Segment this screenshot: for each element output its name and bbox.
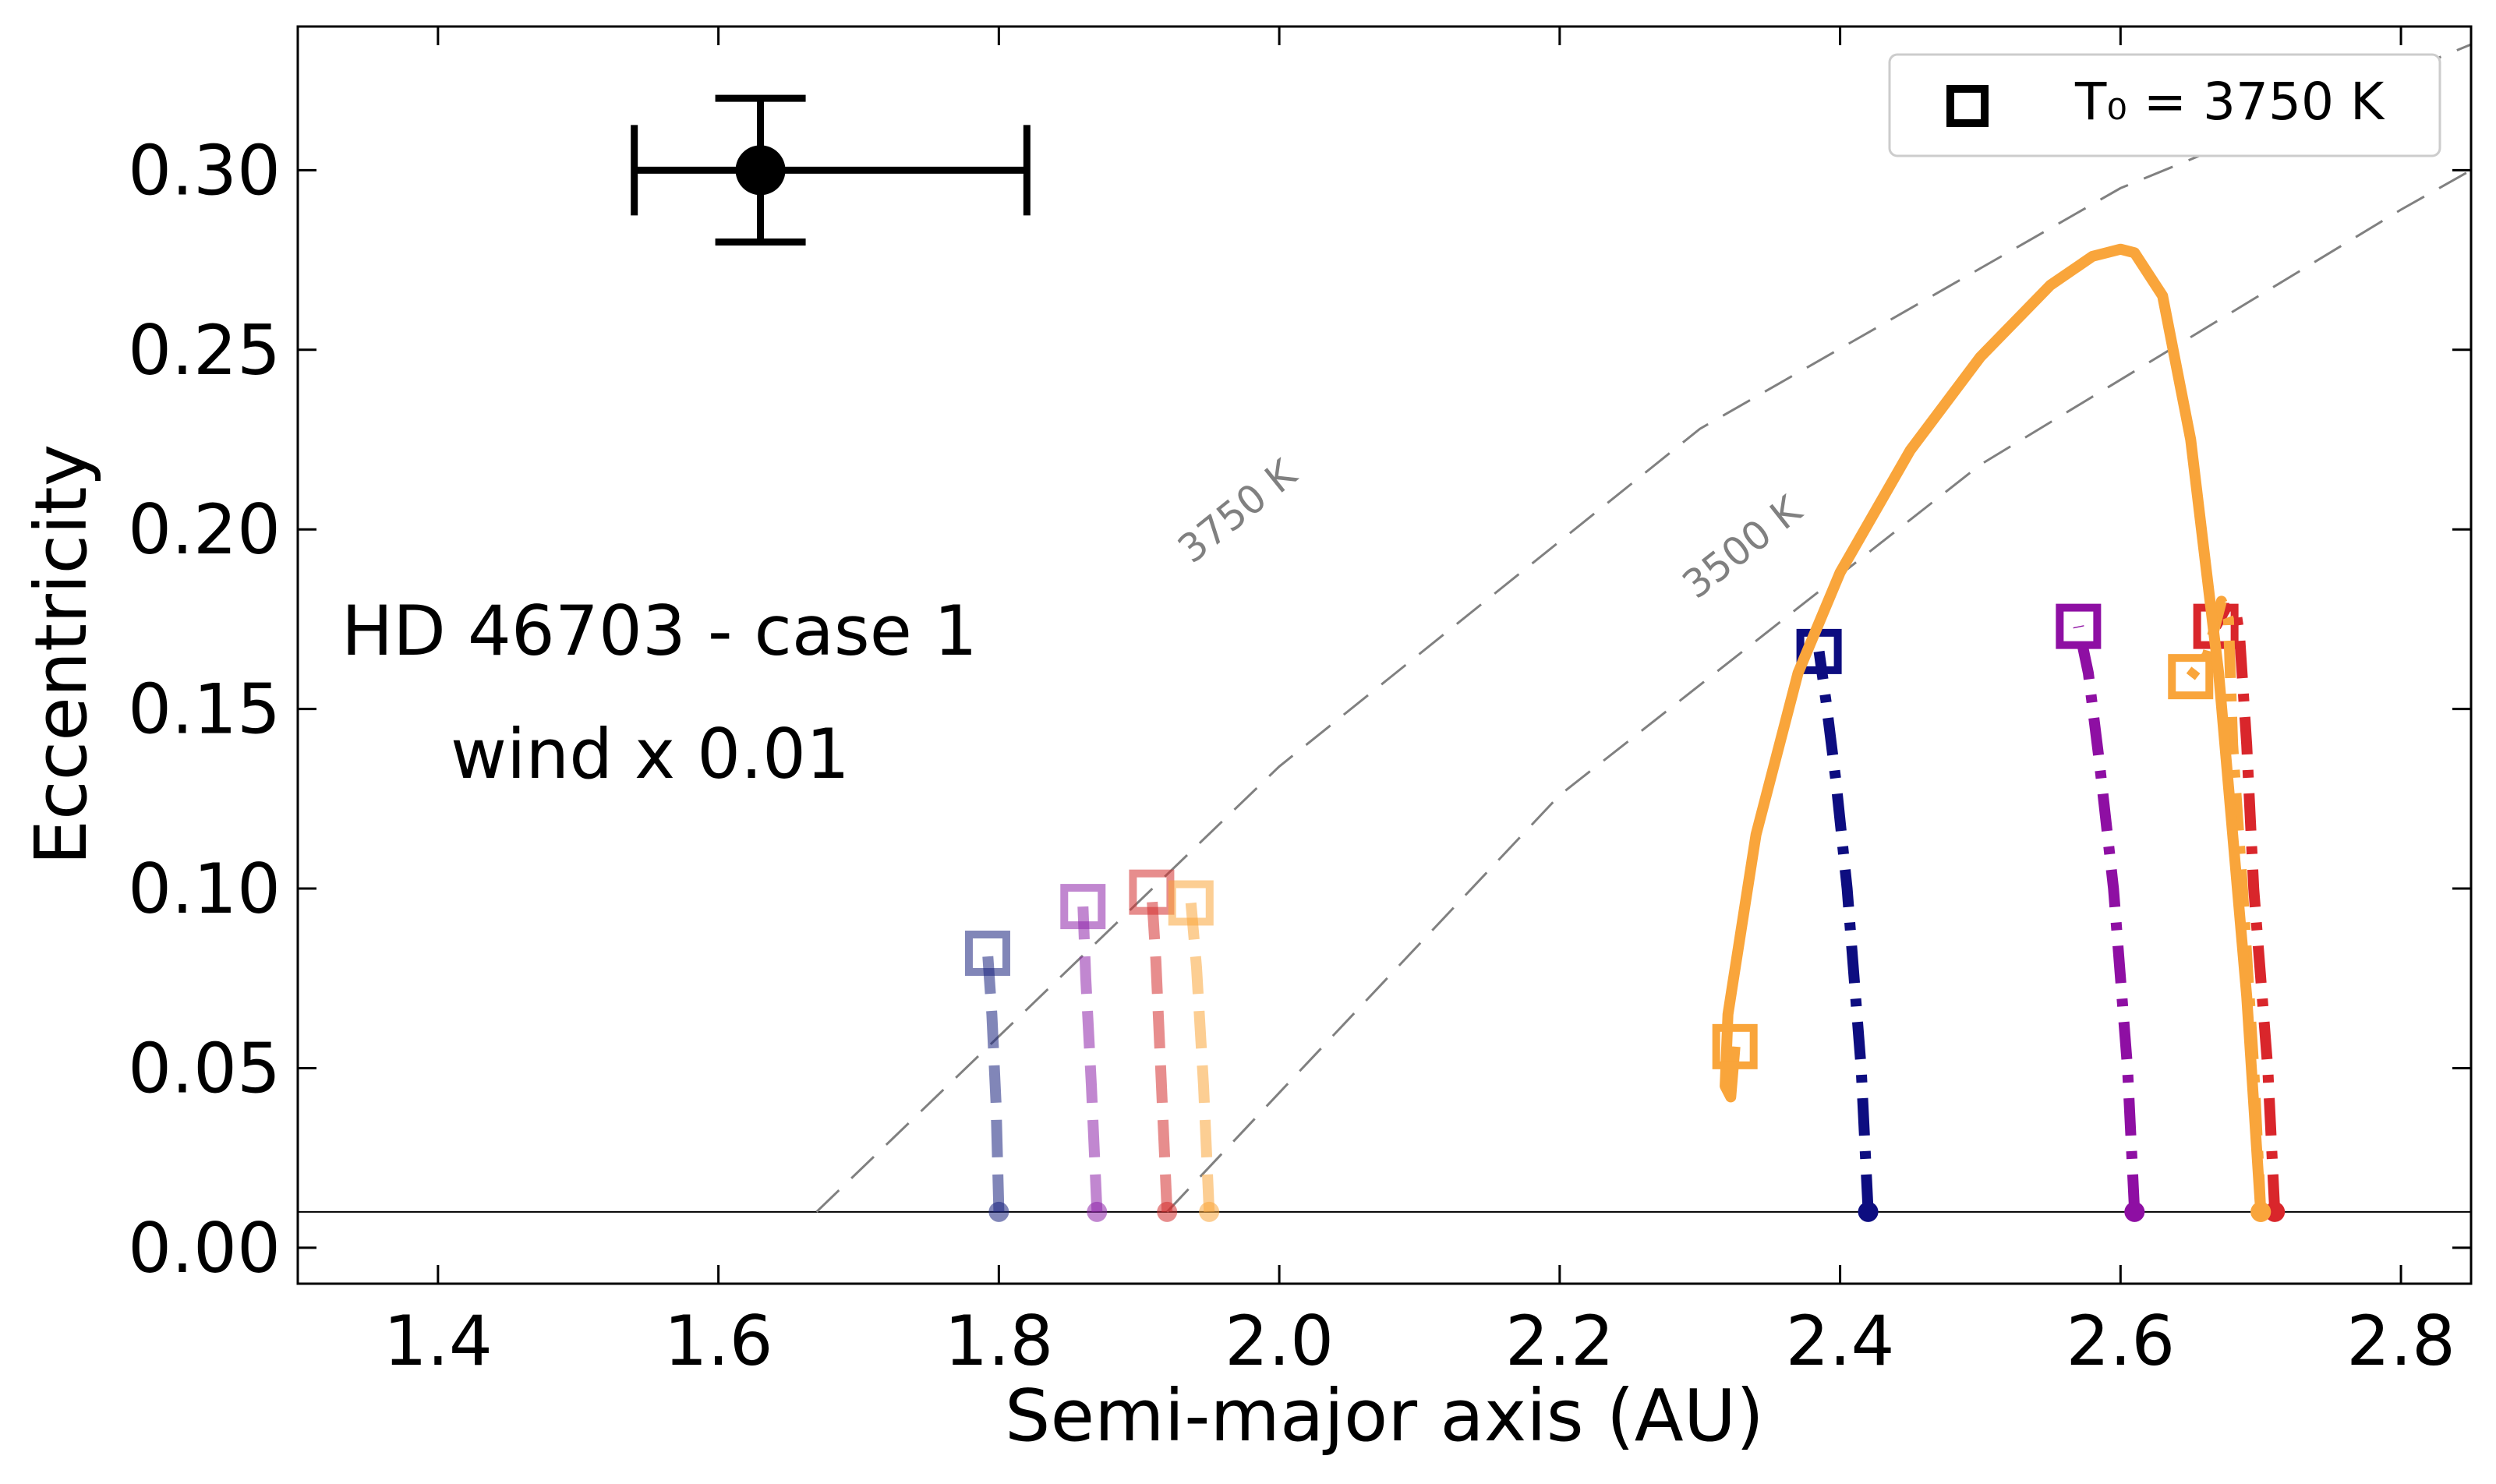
legend: T₀ = 3750 K (1888, 53, 2441, 157)
x-tick-label: 2.4 (1786, 1301, 1895, 1381)
y-tick-label: 0.05 (128, 1028, 281, 1108)
plot-overlay: 3750 K 3500 K (1155, 438, 1819, 614)
reference-curve-label: 3500 K (1674, 486, 1811, 607)
series-start-point (2250, 1201, 2272, 1222)
reference-curve (1166, 168, 2471, 1213)
plot-frame (296, 25, 2473, 1285)
series-line (1146, 892, 1173, 1213)
y-tick-label: 0.15 (128, 670, 281, 750)
y-tick-label: 0.25 (128, 310, 281, 390)
reference-label-background (1660, 475, 1819, 614)
series-start-point (1858, 1201, 1879, 1222)
reference-label-background (1155, 438, 1314, 579)
legend-marker (1946, 85, 1989, 127)
series-start-point (1087, 1201, 1108, 1222)
series-end-marker (964, 931, 1010, 977)
series-line (1077, 906, 1103, 1213)
series-end-marker (1060, 884, 1106, 930)
x-tick-label: 1.4 (384, 1301, 493, 1381)
x-tick-label: 2.8 (2346, 1301, 2455, 1381)
series-end-marker (1712, 1023, 1758, 1069)
series-line (1720, 243, 2267, 1213)
series-line (1185, 902, 1215, 1213)
y-tick-label: 0.00 (128, 1208, 281, 1288)
series-end-marker (2056, 603, 2102, 649)
x-axis-label: Semi-major axis (AU) (1005, 1374, 1764, 1458)
series-line (2073, 625, 2141, 1213)
series-start-point (2124, 1201, 2145, 1222)
annotation-line-2: wind x 0.01 (451, 714, 850, 794)
x-tick-label: 1.8 (944, 1301, 1053, 1381)
series-end-marker (1168, 880, 1214, 926)
y-axis-label: Eccentricity (19, 444, 103, 865)
reference-curve-label: 3750 K (1169, 450, 1305, 572)
x-tick-label: 1.6 (664, 1301, 773, 1381)
annotation-line-1: HD 46703 - case 1 (341, 591, 978, 671)
series-line (1813, 650, 1874, 1213)
x-tick-label: 2.6 (2066, 1301, 2175, 1381)
x-tick-label: 2.2 (1505, 1301, 1614, 1381)
axis-ticks: 1.4 1.6 1.8 2.0 2.2 2.4 2.6 2.8 0.00 0.05 0.10 0.15… (128, 26, 2471, 1381)
legend-label: T₀ = 3750 K (2074, 72, 2385, 132)
observed-point (735, 145, 786, 196)
y-tick-label: 0.10 (128, 849, 281, 929)
y-tick-label: 0.20 (128, 489, 281, 570)
y-tick-label: 0.30 (128, 130, 281, 210)
plot-data (298, 43, 2471, 1222)
series-start-point (1199, 1201, 1220, 1222)
series-start-point (1157, 1201, 1178, 1222)
x-tick-label: 2.0 (1225, 1301, 1334, 1381)
series-start-point (988, 1201, 1009, 1222)
series-end-marker (2168, 654, 2214, 700)
legend-frame (1888, 53, 2441, 157)
series-line (982, 952, 1005, 1212)
series-start-point (2264, 1201, 2286, 1222)
series-end-marker (1129, 869, 1175, 915)
